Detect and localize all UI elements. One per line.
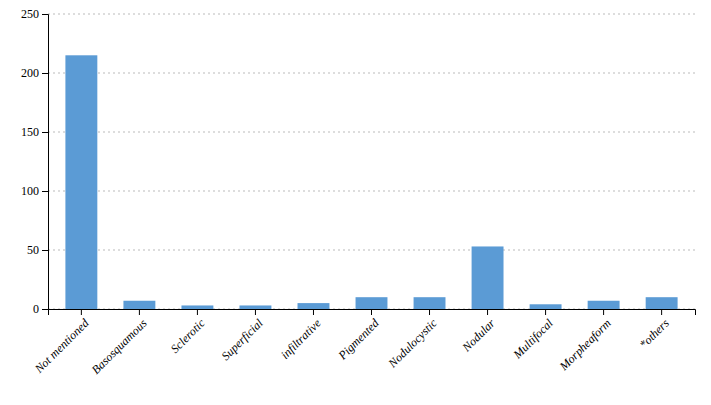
x-axis-line <box>49 310 696 316</box>
bar <box>298 303 330 309</box>
x-tick-mark <box>429 309 430 315</box>
y-tick-mark <box>42 132 48 133</box>
grid-line <box>48 73 695 74</box>
bar <box>181 305 213 309</box>
x-tick-mark <box>603 309 604 315</box>
x-tick-label: Morpheaform <box>556 316 614 374</box>
x-tick-label: Nodulocystic <box>385 316 440 371</box>
x-tick: Morpheaform <box>556 309 614 374</box>
y-axis-line <box>42 15 49 310</box>
x-tick-mark <box>661 309 662 315</box>
x-tick-mark <box>139 309 140 315</box>
chart: 0 50 100 150 200 250 Not mentionedBasosquamous… <box>0 0 711 405</box>
bar <box>472 246 504 309</box>
bar <box>356 297 388 309</box>
y-tick-mark <box>42 191 48 192</box>
x-tick: Nodulocystic <box>385 309 440 371</box>
x-tick-label: Sclerotic <box>168 316 208 356</box>
grid-line <box>48 132 695 133</box>
y-tick: 50 <box>27 243 48 257</box>
plot: 0 50 100 150 200 250 Not mentionedBasosquamous… <box>21 7 696 377</box>
y-tick-mark <box>42 250 48 251</box>
y-tick-label: 50 <box>27 243 39 257</box>
bar <box>414 297 446 309</box>
y-tick-mark <box>42 14 48 15</box>
bar <box>646 297 678 309</box>
y-tick: 250 <box>21 7 48 21</box>
y-tick: 150 <box>21 125 48 139</box>
x-tick: infiltrative <box>278 309 324 362</box>
x-tick: Not mentioned <box>31 309 92 376</box>
bar <box>65 55 97 309</box>
x-tick-mark <box>545 309 546 315</box>
x-tick: Sclerotic <box>168 309 208 356</box>
y-tick: 200 <box>21 66 48 80</box>
grid <box>48 14 695 309</box>
x-tick: Basosquamous <box>89 309 150 377</box>
x-tick-mark <box>197 309 198 315</box>
x-tick-mark <box>371 309 372 315</box>
bars <box>65 55 677 309</box>
x-tick-label: Superficial <box>218 316 266 364</box>
x-tick-mark <box>487 309 488 315</box>
y-tick-label: 250 <box>21 7 39 21</box>
y-tick-label: 200 <box>21 66 39 80</box>
y-tick-label: 0 <box>33 302 39 316</box>
x-tick-mark <box>255 309 256 315</box>
x-tick-label: Not mentioned <box>31 315 92 376</box>
grid-line <box>48 250 695 251</box>
y-tick-mark <box>42 73 48 74</box>
x-tick-label: *others <box>636 316 672 352</box>
y-tick: 0 <box>33 302 48 316</box>
x-tick-label: Nodular <box>459 316 498 355</box>
x-tick: *others <box>636 309 672 351</box>
x-tick-mark <box>313 309 314 315</box>
y-tick-label: 150 <box>21 125 39 139</box>
y-tick-label: 100 <box>21 184 39 198</box>
grid-line <box>48 191 695 192</box>
y-tick: 100 <box>21 184 48 198</box>
x-tick-label: Multifocal <box>510 316 556 362</box>
x-tick-mark <box>81 309 82 315</box>
x-axis: Not mentionedBasosquamous ScleroticSuperf… <box>31 309 695 377</box>
bar <box>530 304 562 309</box>
x-tick-label: Pigmented <box>335 315 383 363</box>
y-axis: 0 50 100 150 200 250 <box>21 7 49 316</box>
x-tick: Pigmented <box>335 309 383 363</box>
bar <box>123 301 155 309</box>
x-tick: Multifocal <box>510 309 556 362</box>
x-tick: Superficial <box>218 309 266 363</box>
x-tick-label: Basosquamous <box>89 316 150 377</box>
grid-line <box>48 14 695 15</box>
bar <box>239 305 271 309</box>
y-tick-mark <box>42 309 48 310</box>
x-tick-label: infiltrative <box>278 316 324 362</box>
x-tick: Nodular <box>459 309 498 355</box>
bar <box>588 301 620 309</box>
